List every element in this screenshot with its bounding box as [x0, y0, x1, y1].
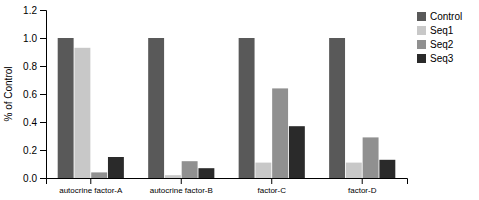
- legend-item: Seq2: [417, 39, 454, 50]
- bar-series: [108, 126, 395, 178]
- y-axis: 0.0 0.2 0.4 0.6 0.8 1.0 1.2: [23, 5, 46, 184]
- x-tick-label: factor-C: [258, 186, 287, 195]
- y-tick-label: 0.4: [23, 117, 37, 128]
- y-tick: 0.8: [23, 61, 46, 72]
- axis-line: [47, 179, 408, 185]
- bars: [58, 38, 396, 178]
- legend-swatch: [417, 12, 426, 21]
- x-tick-mark: [90, 178, 91, 184]
- x-axis: autocrine factor-A autocrine factor-B fact…: [47, 178, 408, 195]
- x-tick: factor-D: [348, 178, 377, 195]
- y-tick: 1.2: [23, 5, 46, 16]
- chart: 0.00.20.40.60.81.01.2autocrine factor-Aa…: [0, 0, 479, 200]
- y-tick-label: 1.0: [23, 33, 37, 44]
- x-tick-mark: [181, 178, 182, 184]
- legend: Control Seq1 Seq2 Seq3: [417, 11, 462, 64]
- y-tick-mark: [40, 38, 46, 39]
- bar: [346, 163, 362, 178]
- bar: [198, 168, 214, 178]
- x-tick-label: autocrine factor-A: [59, 186, 123, 195]
- bar-series: [58, 38, 345, 178]
- plot: 0.00.20.40.60.81.01.2autocrine factor-Aa…: [23, 5, 407, 195]
- bar: [272, 88, 288, 178]
- x-tick-mark: [362, 178, 363, 184]
- y-tick-mark: [40, 178, 46, 179]
- y-tick-label: 0.0: [23, 173, 37, 184]
- legend-label: Seq3: [430, 53, 454, 64]
- bar: [329, 38, 345, 178]
- bar: [148, 38, 164, 178]
- bar: [239, 38, 255, 178]
- y-tick: 0.2: [23, 145, 46, 156]
- y-tick-mark: [40, 94, 46, 95]
- bar: [363, 137, 379, 178]
- legend-swatch: [417, 26, 426, 35]
- y-tick-label: 0.2: [23, 145, 37, 156]
- legend-label: Seq1: [430, 25, 454, 36]
- bar: [108, 157, 124, 178]
- y-tick-mark: [40, 66, 46, 67]
- x-tick-label: autocrine factor-B: [150, 186, 213, 195]
- bar: [165, 175, 181, 178]
- legend-label: Seq2: [430, 39, 454, 50]
- x-tick: autocrine factor-A: [59, 178, 123, 195]
- bar-series: [91, 88, 378, 178]
- y-tick-mark: [40, 10, 46, 11]
- legend-item: Control: [417, 11, 462, 22]
- bar-series: [74, 48, 361, 178]
- y-tick-label: 1.2: [23, 5, 37, 16]
- x-tick-mark: [271, 178, 272, 184]
- y-tick-label: 0.8: [23, 61, 37, 72]
- bar: [91, 172, 107, 178]
- bar: [182, 161, 198, 178]
- x-tick: factor-C: [258, 178, 287, 195]
- y-axis-title: % of Control: [3, 66, 14, 121]
- legend-label: Control: [430, 11, 462, 22]
- y-tick: 0.6: [23, 89, 46, 100]
- y-tick: 0.4: [23, 117, 46, 128]
- bar: [289, 126, 305, 178]
- y-tick-mark: [40, 150, 46, 151]
- x-tick: autocrine factor-B: [150, 178, 213, 195]
- y-tick-label: 0.6: [23, 89, 37, 100]
- bar: [255, 163, 271, 178]
- bar: [379, 160, 395, 178]
- legend-swatch: [417, 54, 426, 63]
- legend-swatch: [417, 40, 426, 49]
- bar: [74, 48, 90, 178]
- y-tick: 1.0: [23, 33, 46, 44]
- axis-line: [40, 11, 47, 179]
- y-tick: 0.0: [23, 173, 46, 184]
- legend-item: Seq1: [417, 25, 454, 36]
- legend-item: Seq3: [417, 53, 454, 64]
- bar: [58, 38, 74, 178]
- y-tick-mark: [40, 122, 46, 123]
- x-tick-label: factor-D: [348, 186, 377, 195]
